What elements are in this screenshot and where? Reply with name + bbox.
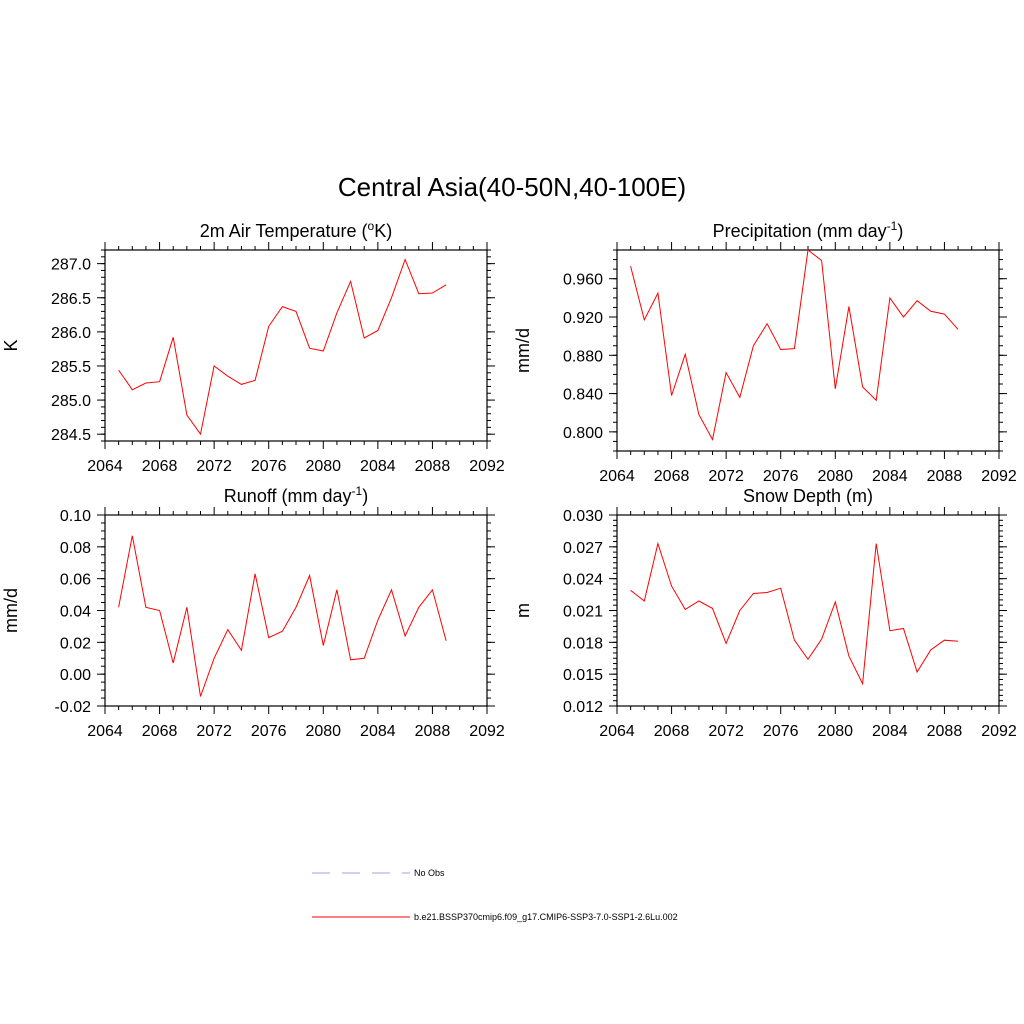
x-tick-label: 2076 (763, 468, 799, 485)
x-tick-label: 2092 (981, 723, 1017, 740)
y-tick-label: 0.024 (563, 572, 603, 589)
y-tick-label: 287.0 (51, 257, 91, 274)
x-tick-label: 2076 (763, 723, 799, 740)
x-tick-label: 2072 (708, 468, 744, 485)
y-tick-label: 0.012 (563, 699, 603, 716)
x-tick-label: 2068 (654, 468, 690, 485)
y-tick-label: 0.880 (563, 348, 603, 365)
y-tick-label: 285.5 (51, 359, 91, 376)
panel-title-rest: ) (897, 221, 903, 241)
x-tick-label: 2080 (305, 723, 341, 740)
series-line-precipitation (630, 249, 959, 441)
x-tick-label: 2076 (251, 723, 287, 740)
panel-title-snow-depth: Snow Depth (m) (743, 486, 873, 506)
y-tick-label: 0.08 (60, 540, 91, 557)
y-tick-label: -0.02 (55, 699, 92, 716)
y-tick-label: 0.960 (563, 272, 603, 289)
x-tick-label: 2064 (87, 723, 123, 740)
x-tick-label: 2084 (360, 723, 396, 740)
x-tick-label: 2064 (599, 468, 635, 485)
y-tick-label: 284.5 (51, 427, 91, 444)
y-axis-label-temperature: K (1, 339, 21, 351)
y-tick-label: 0.06 (60, 572, 91, 589)
panel-runoff: Runoff (mm day-1) mm/d 2064 2068 2072 2076 208… (1, 484, 505, 740)
panel-title-temperature: 2m Air Temperature (oK) (200, 219, 392, 241)
y-tick-label: 0.02 (60, 635, 91, 652)
panel-title-sup: -1 (352, 484, 363, 498)
panel-title-sup: -1 (887, 219, 898, 233)
x-tick-label: 2072 (196, 723, 232, 740)
x-tick-label: 2084 (872, 723, 908, 740)
y-tick-label: 0.015 (563, 667, 603, 684)
y-axis-label-snow-depth: m (513, 603, 533, 618)
panel-title-main: Snow Depth (m) (743, 486, 873, 506)
x-tick-label: 2068 (142, 458, 178, 475)
x-tick-label: 2088 (927, 723, 963, 740)
x-tick-label: 2084 (360, 458, 396, 475)
y-tick-label: 0.10 (60, 508, 91, 525)
x-tick-label: 2084 (872, 468, 908, 485)
series-line-snow-depth (630, 541, 959, 686)
plot-frame-precipitation (616, 249, 1000, 452)
y-axis-label-runoff: mm/d (1, 588, 21, 633)
legend-label-no-obs: No Obs (414, 868, 445, 878)
panel-title-runoff: Runoff (mm day-1) (224, 484, 368, 506)
x-tick-label: 2072 (708, 723, 744, 740)
panel-temperature: 2m Air Temperature (oK) K 2064 2068 2072 2076… (1, 219, 505, 475)
x-tick-label: 2088 (415, 458, 451, 475)
panel-title-main: 2m Air Temperature ( (200, 221, 368, 241)
panel-title-main: Runoff (mm day (224, 486, 352, 506)
y-tick-label: 0.920 (563, 310, 603, 327)
plot-frame-runoff (104, 514, 488, 707)
plot-frame-temperature (104, 249, 488, 442)
x-tick-label: 2092 (469, 458, 505, 475)
x-tick-label: 2068 (142, 723, 178, 740)
panel-precipitation: Precipitation (mm day-1) mm/d 2064 2068 2072… (513, 219, 1017, 485)
figure-title: Central Asia(40-50N,40-100E) (338, 172, 686, 202)
x-tick-label: 2064 (599, 723, 635, 740)
x-tick-label: 2092 (981, 468, 1017, 485)
x-tick-label: 2080 (817, 723, 853, 740)
panel-title-precipitation: Precipitation (mm day-1) (713, 219, 904, 241)
y-tick-label: 0.840 (563, 387, 603, 404)
plot-frame-snow-depth (616, 514, 1000, 707)
panel-title-rest: ) (362, 486, 368, 506)
x-tick-label: 2088 (927, 468, 963, 485)
y-tick-label: 0.00 (60, 667, 91, 684)
y-tick-label: 0.018 (563, 635, 603, 652)
legend-label-model: b.e21.BSSP370cmip6.f09_g17.CMIP6-SSP3-7.… (414, 912, 678, 922)
y-tick-label: 285.0 (51, 393, 91, 410)
y-axis-label-precipitation: mm/d (513, 328, 533, 373)
panels: 2m Air Temperature (oK) K 2064 2068 2072 2076… (1, 219, 1017, 740)
panel-title-rest: K) (374, 221, 392, 241)
panel-snow-depth: Snow Depth (m) m 2064 2068 2072 2076 2080 2084 2… (513, 486, 1017, 740)
y-tick-label: 286.5 (51, 291, 91, 308)
series-line-runoff (118, 535, 447, 697)
y-tick-label: 0.021 (563, 604, 603, 621)
series-line-temperature (118, 258, 447, 436)
x-tick-label: 2080 (305, 458, 341, 475)
y-tick-label: 0.027 (563, 540, 603, 557)
x-tick-label: 2092 (469, 723, 505, 740)
x-tick-label: 2072 (196, 458, 232, 475)
x-tick-label: 2064 (87, 458, 123, 475)
y-tick-label: 0.800 (563, 425, 603, 442)
panel-title-sup: o (368, 219, 375, 233)
panel-title-main: Precipitation (mm day (713, 221, 887, 241)
x-tick-label: 2080 (817, 468, 853, 485)
y-tick-label: 286.0 (51, 325, 91, 342)
y-tick-label: 0.030 (563, 508, 603, 525)
y-tick-label: 0.04 (60, 604, 91, 621)
x-tick-label: 2068 (654, 723, 690, 740)
x-tick-label: 2088 (415, 723, 451, 740)
legend: No Obs b.e21.BSSP370cmip6.f09_g17.CMIP6-… (312, 868, 678, 922)
x-tick-label: 2076 (251, 458, 287, 475)
